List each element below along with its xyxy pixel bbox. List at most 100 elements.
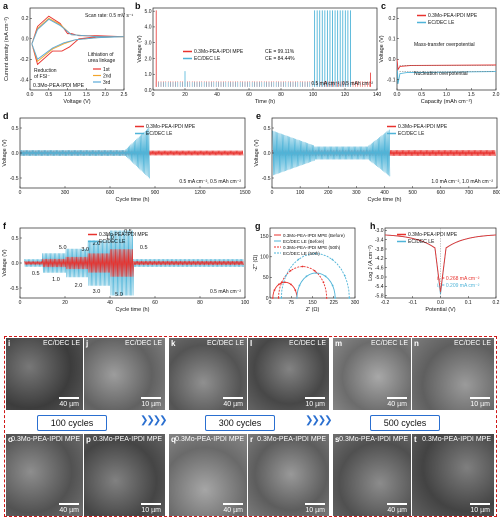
panel-b-ytick-label: 2.0 xyxy=(145,56,152,62)
panel-b-xtick-label: 60 xyxy=(246,92,252,98)
figure-charts: a 0.0 0.5 1.0 1.5 2.0 2.5 0.2 0.0 -0.2 -0.4 Voltage… xyxy=(2,1,500,313)
panel-a-series-3rd xyxy=(31,18,125,60)
sem-panel-letter: s xyxy=(335,435,340,444)
panel-g-le-before-point xyxy=(331,284,334,287)
panel-f-ytick-label: 0.0 xyxy=(12,261,19,267)
panel-b-xtick-label: 140 xyxy=(373,92,382,98)
panel-g-le-50th-point xyxy=(343,274,346,277)
sem-panel-q: q 0.3Mo-PEA-IPDI MPE 40 µm xyxy=(169,434,247,516)
panel-e-xtick-label: 800 xyxy=(493,190,500,196)
panel-e-legend-label: EC/DEC LE xyxy=(398,131,425,137)
sem-panel-m: m EC/DEC LE 40 µm xyxy=(333,338,411,410)
sem-scale-bar xyxy=(59,503,79,505)
panel-f-rate-label: 0.5 xyxy=(124,229,132,235)
panel-f-rate-label: 0.5 xyxy=(140,245,148,251)
sem-panel-j: j EC/DEC LE 10 µm xyxy=(84,338,165,410)
panel-b-ylabel: Voltage (V) xyxy=(137,35,143,62)
panel-a-ytick-label: 0.2 xyxy=(22,16,29,22)
panel-a-xtick-label: 1.0 xyxy=(64,92,71,98)
sem-panel-k: k EC/DEC LE 40 µm xyxy=(169,338,247,410)
panel-g-le-before-point xyxy=(296,297,298,299)
panel-a-legend-label: 3rd xyxy=(103,80,110,86)
panel-g-xtick-label: 300 xyxy=(351,300,360,306)
panel-letter-e: e xyxy=(256,111,261,121)
panel-g-mpe-before-point xyxy=(294,289,297,292)
panel-a-legend-label: 1st xyxy=(103,67,110,73)
panel-a-annotation: of FSI⁻ xyxy=(34,74,50,80)
panel-g-le-50th-point xyxy=(348,297,351,299)
sem-panel-s: s 0.3Mo-PEA-IPDI MPE 40 µm xyxy=(333,434,411,516)
panel-c-ytick-label: 0.1 xyxy=(389,37,396,43)
panel-h-ytick-label: -4.6 xyxy=(375,265,384,271)
panel-g-mpe-before-point xyxy=(283,281,286,284)
panel-c-xlabel: Capacity (mAh cm⁻²) xyxy=(421,99,473,105)
panel-f-rate-label: 1.0 xyxy=(52,277,60,283)
panel-b-xtick-label: 40 xyxy=(214,92,220,98)
panel-e-note: 1.0 mA cm⁻², 1.0 mAh cm⁻² xyxy=(431,179,493,185)
chevron-right-icon: ❯❯❯❯ xyxy=(305,415,332,426)
panel-h-legend-label: EC/DEC LE xyxy=(408,239,435,245)
panel-g-le-before-point xyxy=(305,275,308,278)
panel-f-rate-label: 1.0 xyxy=(106,235,114,241)
sem-scale-label: 10 µm xyxy=(141,401,161,408)
panel-f-legend-label: 0.3Mo-PEA-IPDI MPE xyxy=(99,232,149,238)
sem-panel-i: i EC/DEC LE 40 µm xyxy=(6,338,83,410)
panel-g-mpe-50th-point xyxy=(280,281,283,284)
panel-h-xlabel: Potential (V) xyxy=(425,307,455,313)
panel-b-xtick-label: 0 xyxy=(152,92,155,98)
panel-f-ytick-label: -0.5 xyxy=(10,286,19,292)
sem-scale-label: 10 µm xyxy=(305,507,325,514)
cycle-count-label: 100 cycles xyxy=(37,415,107,431)
panel-f-rate-label: 2.0 xyxy=(93,241,101,247)
sem-scale-bar xyxy=(305,397,325,399)
panel-g-le-before xyxy=(296,272,336,299)
panel-f-legend-label: EC/DEC LE xyxy=(99,239,126,245)
sem-scale-bar xyxy=(59,397,79,399)
panel-f-rate-label: 0.5 xyxy=(32,271,40,277)
panel-f-ytick-label: 0.5 xyxy=(12,236,19,242)
panel-a-ylabel: Current density (mA cm⁻²) xyxy=(4,17,10,81)
chevron-right-icon: ❯❯❯❯ xyxy=(140,415,167,426)
sem-panel-letter: j xyxy=(86,339,89,348)
panel-a-xtick-label: 2.5 xyxy=(121,92,128,98)
sem-panel-tag: EC/DEC LE xyxy=(289,340,326,347)
panel-c-series-le xyxy=(396,59,497,84)
panel-b-note: 0.5 mA cm⁻², 0.5 mAh cm⁻² xyxy=(311,81,373,87)
cycle-count-label: 300 cycles xyxy=(205,415,275,431)
sem-scale-label: 10 µm xyxy=(470,507,490,514)
sem-panel-t: t 0.3Mo-PEA-IPDI MPE 10 µm xyxy=(412,434,494,516)
panel-g-legend-label: 0.3Mo-PEA-IPDI MPE (50th) xyxy=(283,245,341,250)
sem-scale-label: 10 µm xyxy=(141,507,161,514)
panel-a-xtick-label: 2.0 xyxy=(102,92,109,98)
panel-d-xtick-label: 0 xyxy=(19,190,22,196)
panel-b-xlabel: Time (h) xyxy=(255,99,275,105)
panel-g-mpe-before-point xyxy=(277,283,280,286)
sem-scale-bar xyxy=(470,397,490,399)
sem-panel-r: r 0.3Mo-PEA-IPDI MPE 10 µm xyxy=(248,434,329,516)
panel-g-mpe-before-point xyxy=(271,297,274,299)
panel-d-ylabel: Voltage (V) xyxy=(2,139,8,166)
panel-f-xtick-label: 40 xyxy=(107,300,113,306)
sem-panel-o: o 0.3Mo-PEA-IPDI MPE 40 µm xyxy=(6,434,83,516)
sem-panel-tag: 0.3Mo-PEA-IPDI MPE xyxy=(93,436,162,443)
panel-f-rate-label: 5.0 xyxy=(115,292,123,298)
panel-g-ylabel: -Z'' (Ω) xyxy=(253,255,259,272)
sem-panel-letter: t xyxy=(414,435,417,444)
panel-h-xtick-label: -0.1 xyxy=(408,300,417,306)
panel-c-xtick-label: 2.0 xyxy=(493,92,500,98)
sem-panel-letter: o xyxy=(8,435,13,444)
sem-panel-letter: i xyxy=(8,339,11,348)
panel-c-xtick-label: 0.5 xyxy=(418,92,425,98)
panel-b-xtick-label: 100 xyxy=(309,92,318,98)
panel-letter-a: a xyxy=(3,1,9,11)
sem-frame xyxy=(4,336,497,517)
panel-a-legend-label: 2nd xyxy=(103,74,112,80)
panel-g-mpe-50th-point xyxy=(325,297,328,299)
panel-g-xtick-label: 225 xyxy=(330,300,339,306)
sem-panel-n: n EC/DEC LE 10 µm xyxy=(412,338,494,410)
panel-c-annotation: Nucleation overpotential xyxy=(414,71,468,77)
panel-letter-c: c xyxy=(381,1,386,11)
panel-h-i0-label: i₀ = 0.268 mA cm⁻² xyxy=(437,276,480,282)
panel-letter-d: d xyxy=(3,111,9,121)
panel-g-legend-label: EC/DEC LE (50th) xyxy=(283,251,320,256)
